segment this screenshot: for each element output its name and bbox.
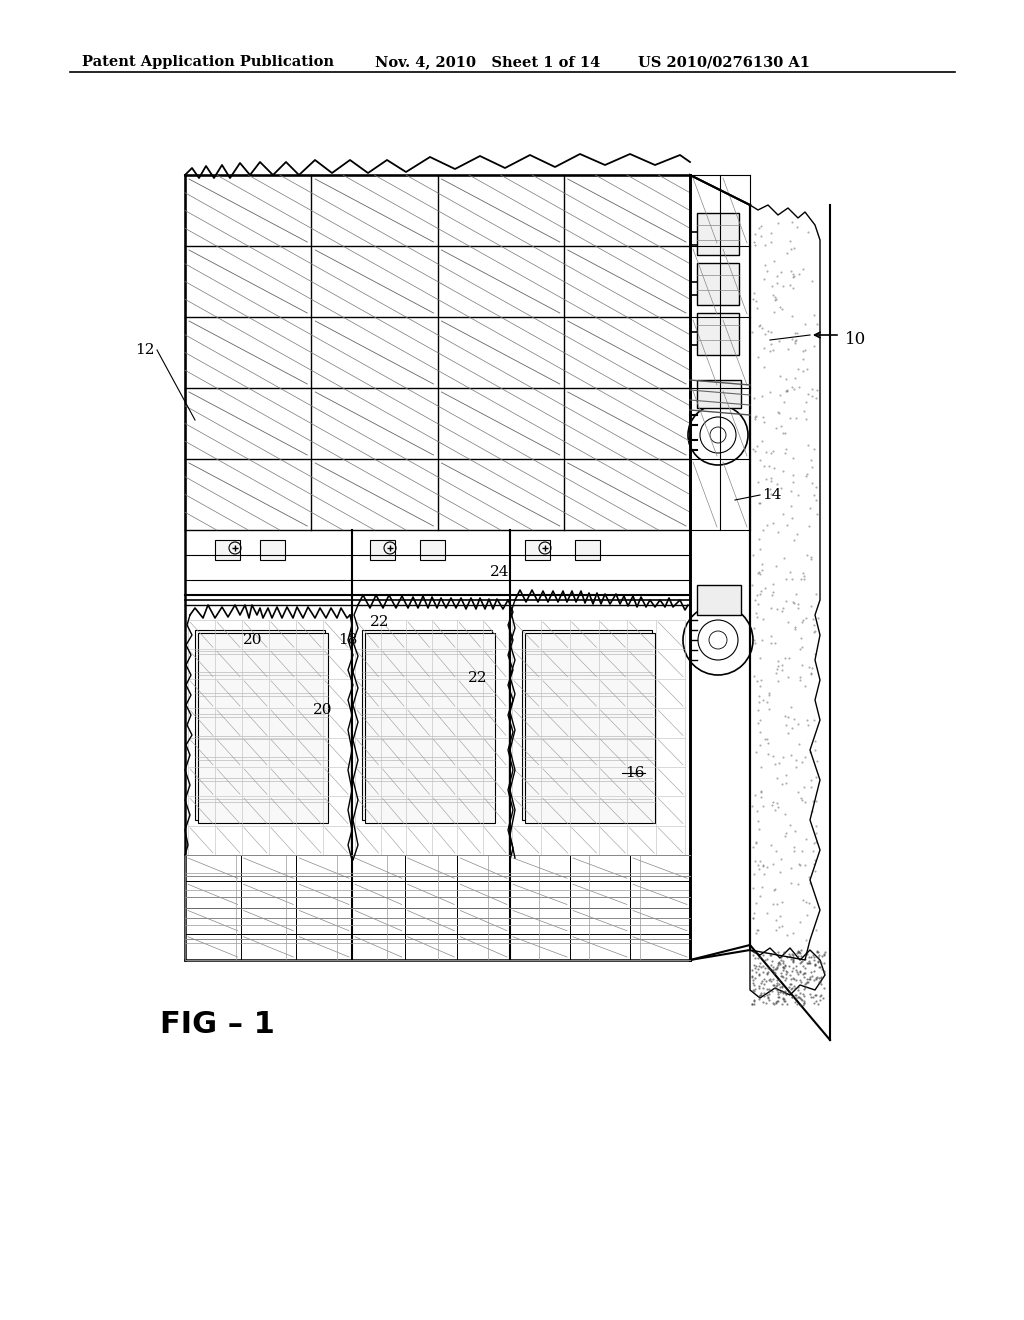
Bar [525,540,550,560]
Bar [522,630,652,820]
Bar [697,213,739,255]
Text: Patent Application Publication: Patent Application Publication [82,55,334,69]
Bar [198,634,328,822]
Bar [365,634,495,822]
Text: Nov. 4, 2010   Sheet 1 of 14: Nov. 4, 2010 Sheet 1 of 14 [375,55,600,69]
Text: 22: 22 [370,615,389,630]
Text: 16: 16 [625,766,644,780]
Text: 20: 20 [313,704,333,717]
Text: FIG – 1: FIG – 1 [160,1010,274,1039]
Bar [362,630,492,820]
Bar [697,585,741,615]
Bar [420,540,445,560]
Text: US 2010/0276130 A1: US 2010/0276130 A1 [638,55,810,69]
Bar [195,630,325,820]
Text: 18: 18 [339,634,358,647]
Bar [697,263,739,305]
Bar [525,634,655,822]
Text: 24: 24 [490,565,510,579]
Bar [370,540,395,560]
Bar [697,380,741,408]
Text: 10: 10 [845,331,866,348]
Text: 22: 22 [468,671,487,685]
Text: 12: 12 [135,343,155,356]
Bar [575,540,600,560]
Text: 20: 20 [243,634,262,647]
Bar [260,540,285,560]
Bar [697,313,739,355]
Bar [215,540,240,560]
Text: 14: 14 [762,488,781,502]
